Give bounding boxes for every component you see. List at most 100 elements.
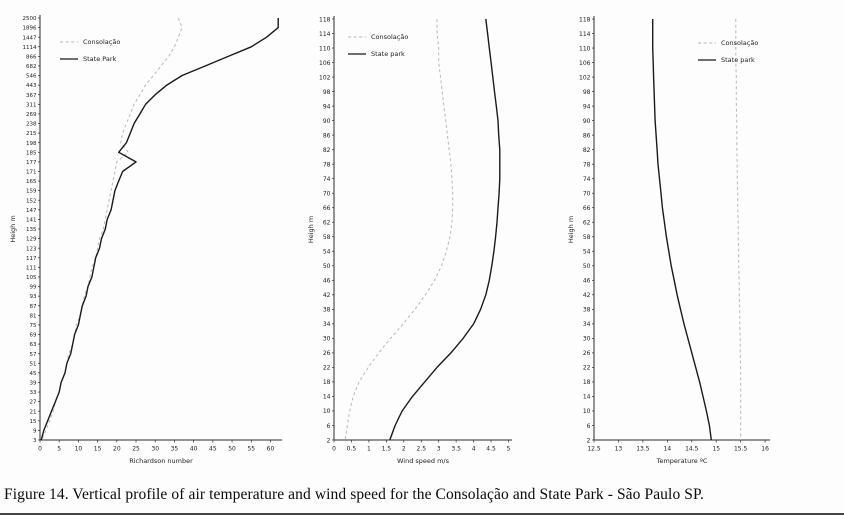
svg-text:14: 14 bbox=[323, 394, 331, 401]
svg-text:311: 311 bbox=[26, 102, 37, 108]
page-divider bbox=[0, 513, 844, 515]
svg-text:54: 54 bbox=[323, 249, 331, 256]
svg-text:66: 66 bbox=[323, 205, 331, 212]
svg-text:5: 5 bbox=[57, 446, 61, 453]
svg-text:66: 66 bbox=[583, 205, 591, 212]
svg-text:6: 6 bbox=[587, 423, 591, 430]
svg-text:13: 13 bbox=[615, 446, 623, 453]
svg-text:117: 117 bbox=[26, 256, 37, 262]
chart-svg: 1181141101061029894908682787470666258545… bbox=[567, 16, 770, 465]
svg-text:34: 34 bbox=[583, 321, 591, 328]
svg-text:82: 82 bbox=[583, 147, 591, 154]
svg-text:87: 87 bbox=[30, 304, 37, 310]
state-park-legend-label: State park bbox=[721, 56, 755, 64]
state-park-legend-label: State Park bbox=[83, 55, 117, 63]
svg-text:98: 98 bbox=[583, 89, 591, 96]
svg-text:39: 39 bbox=[30, 381, 37, 387]
svg-text:129: 129 bbox=[26, 237, 37, 243]
x-axis-ticks: 0 5 10 15 20 25 30 35 40 45 50 55 60 bbox=[38, 440, 274, 453]
svg-text:2500: 2500 bbox=[23, 16, 37, 22]
svg-text:102: 102 bbox=[319, 74, 331, 81]
svg-text:70: 70 bbox=[583, 190, 591, 197]
svg-text:114: 114 bbox=[319, 31, 331, 38]
svg-text:16: 16 bbox=[761, 446, 769, 453]
svg-text:2: 2 bbox=[402, 446, 406, 453]
svg-text:21: 21 bbox=[30, 409, 37, 415]
svg-text:58: 58 bbox=[323, 234, 331, 241]
svg-text:26: 26 bbox=[323, 350, 331, 357]
axes bbox=[39, 15, 282, 441]
svg-text:34: 34 bbox=[323, 321, 331, 328]
svg-text:10: 10 bbox=[323, 408, 331, 415]
chart-svg: 2500 1896 1447 1114 866 682 546 443 367 311 269 238… bbox=[9, 15, 282, 465]
svg-text:35: 35 bbox=[171, 446, 179, 453]
svg-text:30: 30 bbox=[583, 336, 591, 343]
svg-text:94: 94 bbox=[323, 103, 331, 110]
svg-text:10: 10 bbox=[583, 408, 591, 415]
svg-text:4: 4 bbox=[472, 446, 476, 453]
svg-text:3: 3 bbox=[33, 438, 37, 444]
svg-text:1447: 1447 bbox=[23, 35, 37, 41]
svg-text:54: 54 bbox=[583, 249, 591, 256]
y-axis-ticks: 1181141101061029894908682787470666258545… bbox=[319, 16, 334, 444]
svg-text:171: 171 bbox=[26, 170, 37, 176]
svg-text:18: 18 bbox=[323, 379, 331, 386]
svg-text:111: 111 bbox=[26, 265, 37, 271]
svg-text:114: 114 bbox=[579, 31, 591, 38]
x-axis-ticks: 12.5 13 13.5 14 14.5 15 15.5 16 bbox=[587, 440, 769, 453]
svg-text:177: 177 bbox=[26, 160, 37, 166]
svg-text:75: 75 bbox=[30, 323, 37, 329]
svg-text:22: 22 bbox=[323, 365, 331, 372]
svg-text:152: 152 bbox=[26, 198, 37, 204]
svg-text:90: 90 bbox=[583, 118, 591, 125]
svg-text:86: 86 bbox=[323, 132, 331, 139]
figure-caption: Figure 14. Vertical profile of air tempe… bbox=[4, 486, 704, 503]
svg-text:14: 14 bbox=[583, 394, 591, 401]
svg-text:58: 58 bbox=[583, 234, 591, 241]
svg-text:27: 27 bbox=[30, 400, 37, 406]
svg-text:3: 3 bbox=[437, 446, 441, 453]
svg-text:70: 70 bbox=[323, 190, 331, 197]
svg-text:50: 50 bbox=[323, 263, 331, 270]
svg-text:110: 110 bbox=[319, 45, 331, 52]
temperature-chart: 118 114 110 106 102 98 94 90 86 82 78 74 70 66 62 58 54 5… bbox=[564, 4, 782, 480]
svg-text:78: 78 bbox=[583, 161, 591, 168]
consolacao-line bbox=[735, 19, 742, 440]
svg-text:42: 42 bbox=[323, 292, 331, 299]
svg-text:10: 10 bbox=[75, 446, 83, 453]
svg-text:45: 45 bbox=[209, 446, 217, 453]
svg-text:15: 15 bbox=[94, 446, 102, 453]
legend: Consolação State park bbox=[348, 33, 408, 58]
svg-text:1114: 1114 bbox=[23, 45, 37, 51]
consolacao-legend-label: Consolação bbox=[371, 33, 408, 41]
richardson-number-chart: 2500 1896 1447 1114 866 682 546 443 367 311 269 238… bbox=[6, 4, 298, 480]
svg-text:2: 2 bbox=[327, 437, 331, 444]
svg-text:866: 866 bbox=[26, 54, 37, 60]
svg-text:367: 367 bbox=[26, 93, 37, 99]
svg-text:105: 105 bbox=[26, 275, 37, 281]
svg-text:0: 0 bbox=[38, 446, 42, 453]
svg-text:40: 40 bbox=[190, 446, 198, 453]
axes bbox=[593, 16, 770, 441]
y-axis-ticks: 2500 1896 1447 1114 866 682 546 443 367 311 269 238… bbox=[23, 16, 40, 444]
svg-text:135: 135 bbox=[26, 227, 37, 233]
state-park-legend-label: State park bbox=[371, 50, 405, 58]
svg-text:1.5: 1.5 bbox=[382, 446, 392, 453]
svg-text:106: 106 bbox=[319, 60, 331, 67]
legend: Consolação State Park bbox=[60, 38, 120, 63]
svg-text:90: 90 bbox=[323, 118, 331, 125]
svg-text:165: 165 bbox=[26, 179, 37, 185]
svg-text:25: 25 bbox=[132, 446, 140, 453]
svg-text:3.5: 3.5 bbox=[451, 446, 461, 453]
consolacao-line bbox=[344, 19, 454, 441]
svg-text:60: 60 bbox=[267, 446, 275, 453]
svg-text:57: 57 bbox=[30, 352, 37, 358]
svg-text:110: 110 bbox=[579, 45, 591, 52]
consolacao-line bbox=[41, 17, 183, 441]
svg-text:185: 185 bbox=[26, 150, 37, 156]
svg-text:215: 215 bbox=[26, 131, 37, 137]
y-axis-title: Heigh m bbox=[9, 215, 17, 242]
svg-text:198: 198 bbox=[26, 141, 37, 147]
consolacao-legend-label: Consolação bbox=[721, 39, 758, 47]
